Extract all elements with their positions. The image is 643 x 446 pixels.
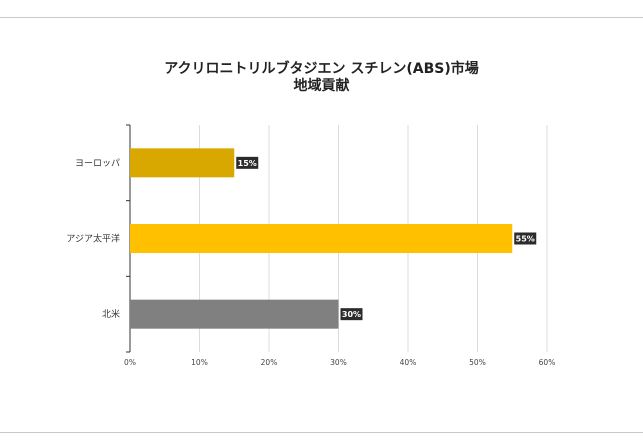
data-label-box xyxy=(236,156,259,169)
data-label: 30% xyxy=(342,310,361,319)
category-label: 北米 xyxy=(102,308,120,320)
chart-title-block: アクリロニトリルブタジエン スチレン(ABS)市場 地域貢献 xyxy=(0,61,643,95)
bottom-divider xyxy=(0,432,643,433)
x-tick-label: 10% xyxy=(191,358,208,367)
x-tick-label: 0% xyxy=(124,358,136,367)
chart-title: アクリロニトリルブタジエン スチレン(ABS)市場 xyxy=(164,61,479,77)
bar xyxy=(130,299,339,329)
category-label: アジア太平洋 xyxy=(66,233,120,245)
data-label: 55% xyxy=(516,235,535,244)
x-tick-label: 20% xyxy=(261,358,278,367)
data-label-box xyxy=(514,232,537,245)
x-tick-label: 50% xyxy=(469,358,486,367)
x-tick-label: 60% xyxy=(539,358,556,367)
bar xyxy=(130,224,513,253)
x-tick-label: 40% xyxy=(400,358,417,367)
data-label-box xyxy=(340,308,363,321)
data-label: 15% xyxy=(238,159,257,168)
top-divider xyxy=(0,17,643,18)
category-label: ヨーロッパ xyxy=(75,158,120,169)
x-tick-label: 30% xyxy=(330,358,347,367)
chart-subtitle: 地域貢献 xyxy=(293,78,350,94)
bar xyxy=(130,148,235,178)
